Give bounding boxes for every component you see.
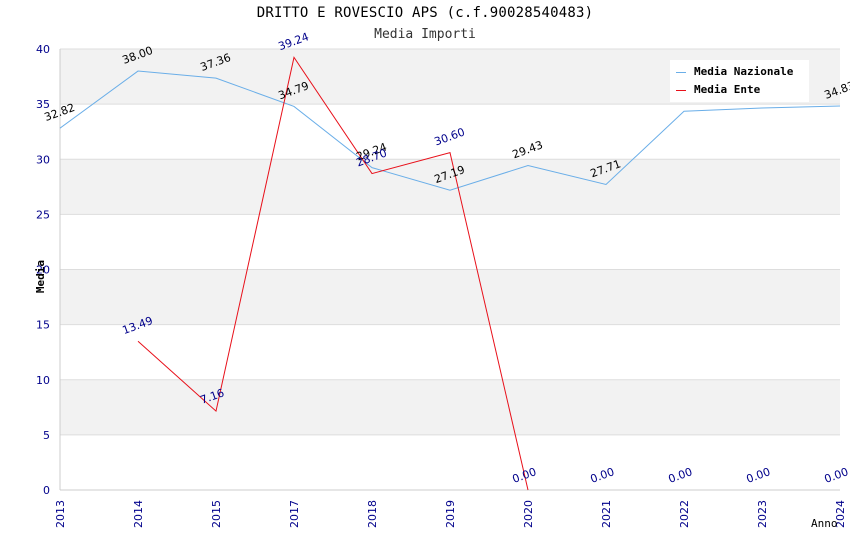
data-label: 0.00 [823,465,850,486]
data-label: 30.60 [433,125,467,148]
y-tick-label: 40 [36,43,50,56]
x-tick-label: 2021 [600,500,613,528]
x-tick-label: 2019 [444,500,457,528]
legend-item-media-ente: Media Ente [676,83,760,96]
x-tick-label: 2015 [210,500,223,528]
x-tick-label: 2014 [132,500,145,528]
chart-title: DRITTO E ROVESCIO APS (c.f.90028540483) [256,5,594,21]
legend-label-media-ente: Media Ente [694,83,761,96]
y-tick-label: 5 [43,429,50,442]
y-axis-label: Media [34,259,48,294]
y-tick-label: 25 [36,208,50,221]
data-label: 0.00 [745,465,772,486]
data-label: 29.43 [511,138,545,161]
band [60,379,840,435]
legend-swatch-media-nazionale [676,71,686,73]
legend-item-media-nazionale: Media Nazionale [676,65,793,78]
legend-swatch-media-ente [676,89,686,91]
x-tick-label: 2022 [678,500,691,528]
y-tick-label: 0 [43,484,50,497]
data-label: 0.00 [589,465,616,486]
chart-subtitle: Media Importi [374,27,476,42]
x-tick-label: 2018 [366,500,379,528]
axes [59,49,840,491]
background-bands [60,49,840,435]
data-label: 0.00 [511,465,538,486]
legend-label-media-nazionale: Media Nazionale [694,65,794,78]
y-tick-labels: 0 5 10 15 20 25 30 35 40 [36,43,50,497]
x-tick-label: 2017 [288,500,301,528]
y-tick-label: 20 [36,264,50,277]
y-tick-label: 10 [36,374,50,387]
x-tick-labels: 2013 2014 2015 2017 2018 2019 2020 2021 2022 2023… [54,500,847,528]
y-tick-label: 35 [36,98,50,111]
data-label: 0.00 [667,465,694,486]
legend: Media Nazionale Media Ente [670,60,809,102]
x-tick-label: 2013 [54,500,67,528]
x-tick-label: 2023 [756,500,769,528]
series-line-media-ente [137,56,529,491]
y-tick-label: 15 [36,319,50,332]
series-line-media-nazionale [59,70,841,191]
x-tick-label: 2020 [522,500,535,528]
y-tick-label: 30 [36,153,50,166]
series-lines [59,56,841,491]
x-tick-label: 2024 [834,500,847,528]
band [60,269,840,325]
x-axis-label: Anno [811,517,838,530]
band [60,159,840,215]
